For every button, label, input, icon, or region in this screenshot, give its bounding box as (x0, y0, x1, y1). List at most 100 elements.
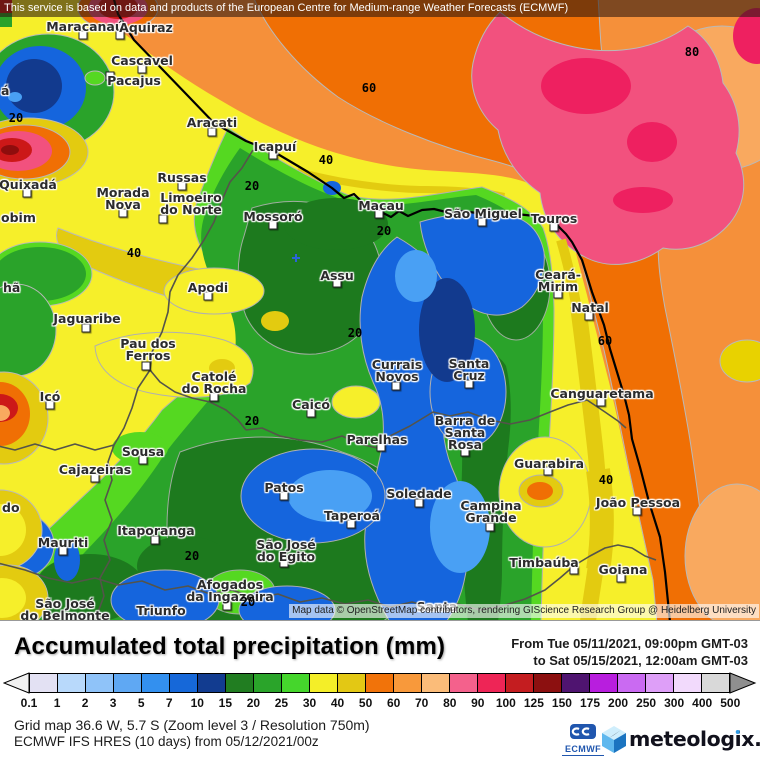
city-label: Touros (530, 211, 578, 226)
precipitation-map[interactable]: Maracanaú Aquiraz Cascavel Pacajus Aracati Ic… (0, 0, 760, 620)
contour-value-label: 20 (347, 326, 363, 340)
legend-cell (254, 674, 282, 692)
city-label: João Pessoa (595, 495, 681, 510)
city-label: Taperoá (324, 508, 380, 523)
legend-cell (58, 674, 86, 692)
city-marker (90, 473, 100, 483)
legend-cell (562, 674, 590, 692)
city-marker (115, 30, 125, 40)
city-label: Santa Cruz (448, 356, 490, 383)
city-label: Limoeiro do Norte (160, 190, 222, 217)
legend-cell (646, 674, 674, 692)
precipitation-shading (0, 0, 760, 620)
legend-cell (394, 674, 422, 692)
service-notice-text: This service is based on data and produc… (4, 2, 569, 14)
legend-cell (86, 674, 114, 692)
city-label: Icó (39, 389, 61, 404)
legend-tick: 70 (415, 696, 429, 710)
legend-tick: 2 (81, 696, 89, 710)
contour-value-label: 80 (684, 45, 700, 59)
city-marker (543, 466, 553, 476)
city-label: Triunfo (136, 603, 186, 618)
city-label: São Miguel (444, 206, 522, 221)
contour-value-label: 20 (240, 595, 256, 609)
city-label: obim (1, 210, 36, 225)
legend-cell (702, 674, 729, 692)
city-marker (105, 71, 115, 81)
meteologix-wordmark: meteologix.com (629, 727, 760, 751)
city-label: Quixadá (0, 177, 57, 192)
city-label: Canguaretama (550, 386, 654, 401)
city-marker (78, 30, 88, 40)
legend-cell (226, 674, 254, 692)
city-label: Caicó (292, 397, 330, 412)
legend-tick: 3 (109, 696, 117, 710)
city-label: Campina Grande (460, 498, 522, 525)
city-marker (58, 546, 68, 556)
ecmwf-emblem-icon (570, 724, 596, 739)
city-marker (207, 127, 217, 137)
city-label: Soledade (386, 486, 452, 501)
city-marker (279, 558, 289, 568)
city-label: Cascavel (111, 53, 173, 68)
grid-info: Grid map 36.6 W, 5.7 S (Zoom level 3 / R… (14, 717, 370, 733)
meteologix-logo[interactable]: meteologix.com (601, 725, 760, 753)
contour-value-label: 20 (376, 224, 392, 238)
city-marker (268, 220, 278, 230)
city-label: Russas (157, 170, 207, 185)
city-marker (158, 214, 168, 224)
legend-tick: 125 (523, 696, 544, 710)
contour-value-label: 20 (8, 111, 24, 125)
city-label: São José do Belmonte (20, 596, 110, 620)
legend-tick: 0.1 (20, 696, 38, 710)
city-marker (150, 535, 160, 545)
city-marker (569, 565, 579, 575)
contour-label-layer: 20 60 40 20 80 40 20 20 60 20 40 20 20 (8, 45, 700, 609)
map-attribution-text: Map data © OpenStreetMap contributors, r… (292, 605, 756, 616)
city-marker (485, 522, 495, 532)
legend-cell (142, 674, 170, 692)
legend-cell (282, 674, 310, 692)
legend-cell (450, 674, 478, 692)
legend-tick: 500 (720, 696, 741, 710)
legend-tick: 60 (386, 696, 401, 710)
city-label: Timbaúba (509, 555, 579, 570)
legend-tick: 400 (692, 696, 713, 710)
city-marker (477, 217, 487, 227)
legend-cell (506, 674, 534, 692)
legend-tick: 40 (330, 696, 345, 710)
contour-value-label: 20 (184, 549, 200, 563)
legend-tick: 15 (218, 696, 233, 710)
city-marker (584, 311, 594, 321)
legend-title: Accumulated total precipitation (mm) (14, 633, 446, 660)
city-label-layer: Maracanaú Aquiraz Cascavel Pacajus Aracati Ic… (0, 19, 681, 620)
legend-tick: 150 (551, 696, 572, 710)
city-marker (376, 442, 386, 452)
city-marker (22, 188, 32, 198)
legend-cell (534, 674, 562, 692)
city-label: Itaporanga (117, 523, 195, 538)
legend-cell (422, 674, 450, 692)
city-label: Maracanaú (46, 19, 124, 34)
legend-tick: 250 (636, 696, 657, 710)
color-scale-bar (29, 673, 730, 693)
city-label: Catolé do Rocha (181, 369, 247, 396)
city-label: Morada Nova (96, 185, 150, 212)
legend-tick: 80 (443, 696, 457, 710)
city-label: Aquiraz (119, 20, 173, 35)
city-marker (177, 181, 187, 191)
contour-value-label: 60 (361, 81, 377, 95)
city-marker (45, 400, 55, 410)
legend-tick: 5 (137, 696, 145, 710)
city-marker (549, 222, 559, 232)
legend-tick: 100 (495, 696, 516, 710)
legend-cell (338, 674, 366, 692)
ecmwf-logo[interactable]: ECMWF (562, 724, 604, 756)
legend-tick: 25 (274, 696, 289, 710)
city-label: Assu (320, 268, 354, 283)
scale-arrow-right-icon (729, 672, 757, 694)
city-label: Natal (571, 300, 609, 315)
legend-tick: 50 (358, 696, 373, 710)
ecmwf-wordmark: ECMWF (562, 744, 604, 756)
city-marker (374, 209, 384, 219)
